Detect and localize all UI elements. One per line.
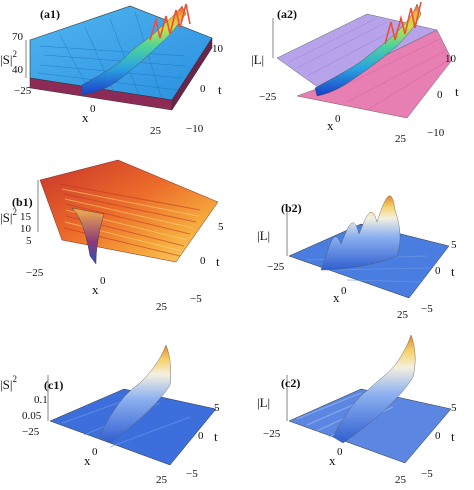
surface-ripples-front bbox=[326, 37, 450, 111]
panel-b2: (b2) |L| −25 0 25 x 5 0 −5 t bbox=[257, 195, 457, 321]
x-tick: 25 bbox=[395, 474, 407, 486]
x-axis-label: x bbox=[84, 453, 91, 468]
t-tick: −10 bbox=[186, 123, 204, 135]
x-tick: 25 bbox=[395, 133, 407, 145]
x-tick: 25 bbox=[397, 309, 409, 321]
x-tick: 0 bbox=[337, 446, 343, 458]
x-axis-label: x bbox=[327, 118, 334, 133]
surface-floor bbox=[49, 388, 217, 466]
t-axis-label: t bbox=[451, 429, 455, 444]
panel-label: (a1) bbox=[40, 7, 60, 21]
x-axis-label: x bbox=[333, 290, 340, 305]
x-tick: −25 bbox=[22, 426, 40, 438]
x-axis-label: x bbox=[92, 282, 99, 297]
t-tick: −5 bbox=[421, 468, 433, 480]
z-axis-label: |L| bbox=[257, 395, 270, 410]
z-tick: 70 bbox=[12, 31, 24, 43]
panel-label: (a2) bbox=[277, 7, 297, 21]
x-tick: −25 bbox=[14, 85, 32, 97]
surface-peaks bbox=[149, 3, 191, 41]
surface-ripples bbox=[288, 17, 403, 77]
x-tick: 0 bbox=[92, 446, 98, 458]
t-tick: 0 bbox=[200, 255, 206, 267]
x-tick: 0 bbox=[100, 275, 106, 287]
surface-floor bbox=[288, 388, 452, 464]
surface-ridge bbox=[99, 344, 171, 444]
x-tick: 0 bbox=[335, 113, 341, 125]
t-axis-label: t bbox=[214, 429, 218, 444]
t-tick: 10 bbox=[445, 53, 457, 65]
surface-dip bbox=[71, 207, 105, 265]
x-tick: −25 bbox=[267, 261, 285, 273]
z-tick: 10 bbox=[20, 223, 32, 235]
z-axis-label: |L| bbox=[251, 52, 264, 67]
panel-a2: (a2) |L| −25 0 25 x 10 0 −10 t bbox=[251, 1, 459, 145]
z-axis-label: |S|2 bbox=[0, 49, 17, 67]
x-axis-label: x bbox=[329, 453, 336, 468]
t-tick: 0 bbox=[198, 430, 204, 442]
z-axis-label: |L| bbox=[257, 228, 270, 243]
surface-top bbox=[39, 159, 219, 263]
panel-label: (b2) bbox=[281, 201, 302, 215]
surface-ridge bbox=[314, 3, 422, 97]
surface-ridge bbox=[81, 5, 187, 96]
surface-ripples-light bbox=[61, 188, 199, 252]
panel-label: (c2) bbox=[281, 376, 300, 390]
x-tick: 25 bbox=[156, 474, 168, 486]
t-axis-label: t bbox=[216, 254, 220, 269]
panel-label: (c1) bbox=[44, 378, 63, 392]
t-axis-label: t bbox=[455, 84, 459, 99]
t-tick: −5 bbox=[190, 293, 202, 305]
t-tick: 5 bbox=[214, 402, 220, 414]
t-tick: −5 bbox=[421, 303, 433, 315]
x-tick: 0 bbox=[341, 285, 347, 297]
z-axis-label: |S|2 bbox=[0, 207, 17, 225]
z-tick: 15 bbox=[20, 211, 32, 223]
t-tick: 5 bbox=[451, 402, 457, 414]
z-tick: 0.05 bbox=[22, 410, 42, 422]
x-tick: −25 bbox=[259, 91, 277, 103]
z-axis-label: |S|2 bbox=[0, 374, 17, 392]
t-tick: 0 bbox=[200, 83, 206, 95]
t-axis-label: t bbox=[218, 82, 222, 97]
panel-label: (b1) bbox=[12, 195, 33, 209]
panel-c2: (c2) |L| −25 0 25 x 5 0 −5 t bbox=[257, 334, 457, 486]
t-tick: 0 bbox=[435, 430, 441, 442]
t-axis-label: t bbox=[451, 264, 455, 279]
panel-a1: (a1) |S|2 70 40 −25 0 25 x 10 0 −10 t bbox=[0, 3, 224, 137]
t-tick: 0 bbox=[435, 265, 441, 277]
panel-c1: (c1) |S|2 0.1 0.05 −25 0 25 x 5 0 −5 t bbox=[0, 344, 220, 486]
x-tick: 0 bbox=[90, 103, 96, 115]
x-tick: −25 bbox=[263, 428, 281, 440]
t-tick: 10 bbox=[212, 43, 224, 55]
x-tick: −25 bbox=[26, 267, 44, 279]
x-tick: 25 bbox=[156, 301, 168, 313]
panel-b1: (b1) |S|2 15 10 5 −25 0 25 x 5 0 −5 t bbox=[0, 159, 224, 313]
x-tick: 25 bbox=[150, 125, 162, 137]
t-tick: −5 bbox=[186, 468, 198, 480]
t-tick: −10 bbox=[427, 127, 445, 139]
t-tick: 5 bbox=[218, 221, 224, 233]
t-tick: 5 bbox=[451, 239, 457, 251]
x-axis-label: x bbox=[82, 110, 89, 125]
surface-peaks bbox=[384, 1, 422, 45]
surface-ridge bbox=[332, 334, 416, 444]
z-tick: 5 bbox=[26, 235, 32, 247]
surface-ridge bbox=[320, 195, 401, 271]
surface-side bbox=[171, 37, 213, 111]
z-tick: 40 bbox=[12, 64, 24, 76]
t-tick: 0 bbox=[437, 89, 443, 101]
z-tick: 0.1 bbox=[34, 394, 48, 406]
